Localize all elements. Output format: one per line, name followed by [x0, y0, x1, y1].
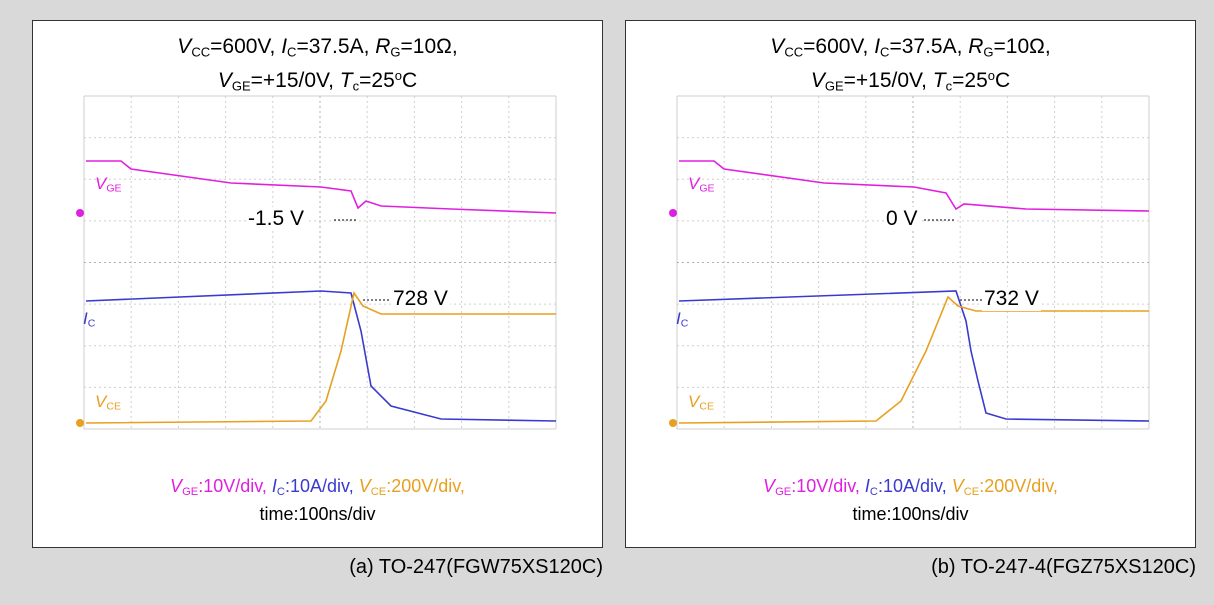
- text-run: V: [688, 174, 699, 193]
- text-run: =25: [359, 69, 395, 92]
- text-run: V: [770, 35, 784, 58]
- text-run: =600V,: [210, 35, 281, 58]
- text-run: GE: [232, 78, 251, 93]
- text-run: C: [681, 318, 689, 330]
- text-run: time:100ns/div: [852, 504, 968, 524]
- text-run: C: [88, 318, 96, 330]
- trace-vge: [86, 161, 556, 213]
- channel-marker: [669, 209, 677, 217]
- text-run: V: [688, 392, 699, 411]
- text-run: CE: [964, 486, 980, 498]
- text-run: V: [952, 476, 964, 496]
- text-run: T: [933, 69, 946, 92]
- text-run: R: [375, 35, 390, 58]
- text-run: CE: [106, 401, 121, 413]
- text-run: GE: [182, 486, 198, 498]
- text-run: =600V,: [803, 35, 874, 58]
- text-run: V: [763, 476, 775, 496]
- text-run: V: [218, 69, 232, 92]
- conditions-line: VCC=600V, IC=37.5A, RG=10Ω,: [626, 35, 1195, 59]
- text-run: =10Ω,: [994, 35, 1051, 58]
- text-run: V: [95, 392, 106, 411]
- text-run: =37.5A,: [296, 35, 375, 58]
- scope: [33, 21, 604, 549]
- text-run: G: [390, 44, 400, 59]
- text-run: V: [177, 35, 191, 58]
- text-run: V: [359, 476, 371, 496]
- text-run: V: [170, 476, 182, 496]
- panel: VCC=600V, IC=37.5A, RG=10Ω,VGE=+15/0V, T…: [32, 20, 603, 548]
- conditions-line: VCC=600V, IC=37.5A, RG=10Ω,: [33, 35, 602, 59]
- text-run: =25: [952, 69, 988, 92]
- channel-marker: [76, 419, 84, 427]
- trace-label: VGE: [95, 174, 122, 195]
- text-run: T: [340, 69, 353, 92]
- channel-marker: [76, 209, 84, 217]
- trace-label: IC: [676, 309, 688, 330]
- trace-label: VCE: [95, 392, 121, 413]
- annotation: 0 V: [884, 207, 920, 231]
- trace-vce: [679, 297, 1149, 423]
- figure: VCC=600V, IC=37.5A, RG=10Ω,VGE=+15/0V, T…: [0, 0, 1214, 605]
- trace-vce: [86, 293, 556, 423]
- text-run: C: [402, 69, 417, 92]
- channel-marker: [669, 419, 677, 427]
- text-run: G: [983, 44, 993, 59]
- text-run: :10V/div,: [198, 476, 272, 496]
- panel: VCC=600V, IC=37.5A, RG=10Ω,VGE=+15/0V, T…: [625, 20, 1196, 548]
- text-run: GE: [106, 183, 121, 195]
- caption: (a) TO-247(FGW75XS120C): [349, 556, 603, 579]
- text-run: C: [277, 486, 285, 498]
- page: Switching waveforms {"panels": [ {"condi…: [0, 0, 1214, 605]
- text-run: CC: [191, 44, 210, 59]
- annotation: 732 V: [982, 287, 1041, 311]
- text-run: GE: [825, 78, 844, 93]
- trace-label: VGE: [688, 174, 715, 195]
- annotation: 728 V: [391, 287, 450, 311]
- text-run: GE: [775, 486, 791, 498]
- text-run: :10V/div,: [791, 476, 865, 496]
- text-run: :10A/div,: [878, 476, 952, 496]
- caption: (b) TO-247-4(FGZ75XS120C): [931, 556, 1196, 579]
- text-run: CC: [784, 44, 803, 59]
- annotation: -1.5 V: [246, 207, 306, 231]
- text-run: =37.5A,: [889, 35, 968, 58]
- text-run: =+15/0V,: [844, 69, 933, 92]
- scale-line: VGE:10V/div, IC:10A/div, VCE:200V/div,: [626, 476, 1195, 498]
- text-run: =10Ω,: [401, 35, 458, 58]
- text-run: o: [988, 68, 995, 83]
- text-run: C: [870, 486, 878, 498]
- text-run: V: [95, 174, 106, 193]
- scale-line: time:100ns/div: [626, 504, 1195, 525]
- text-run: =+15/0V,: [251, 69, 340, 92]
- scale-line: time:100ns/div: [33, 504, 602, 525]
- trace-vge: [679, 161, 1149, 211]
- text-run: GE: [699, 183, 714, 195]
- text-run: :200V/div,: [386, 476, 465, 496]
- conditions-line: VGE=+15/0V, Tc=25oC: [33, 68, 602, 93]
- text-run: C: [995, 69, 1010, 92]
- scale-line: VGE:10V/div, IC:10A/div, VCE:200V/div,: [33, 476, 602, 498]
- text-run: CE: [371, 486, 387, 498]
- text-run: :10A/div,: [285, 476, 359, 496]
- trace-label: IC: [83, 309, 95, 330]
- trace-label: VCE: [688, 392, 714, 413]
- text-run: :200V/div,: [979, 476, 1058, 496]
- text-run: o: [395, 68, 402, 83]
- trace-ic: [86, 291, 556, 421]
- conditions-line: VGE=+15/0V, Tc=25oC: [626, 68, 1195, 93]
- scope: [626, 21, 1197, 549]
- text-run: CE: [699, 401, 714, 413]
- text-run: V: [811, 69, 825, 92]
- text-run: R: [968, 35, 983, 58]
- text-run: time:100ns/div: [259, 504, 375, 524]
